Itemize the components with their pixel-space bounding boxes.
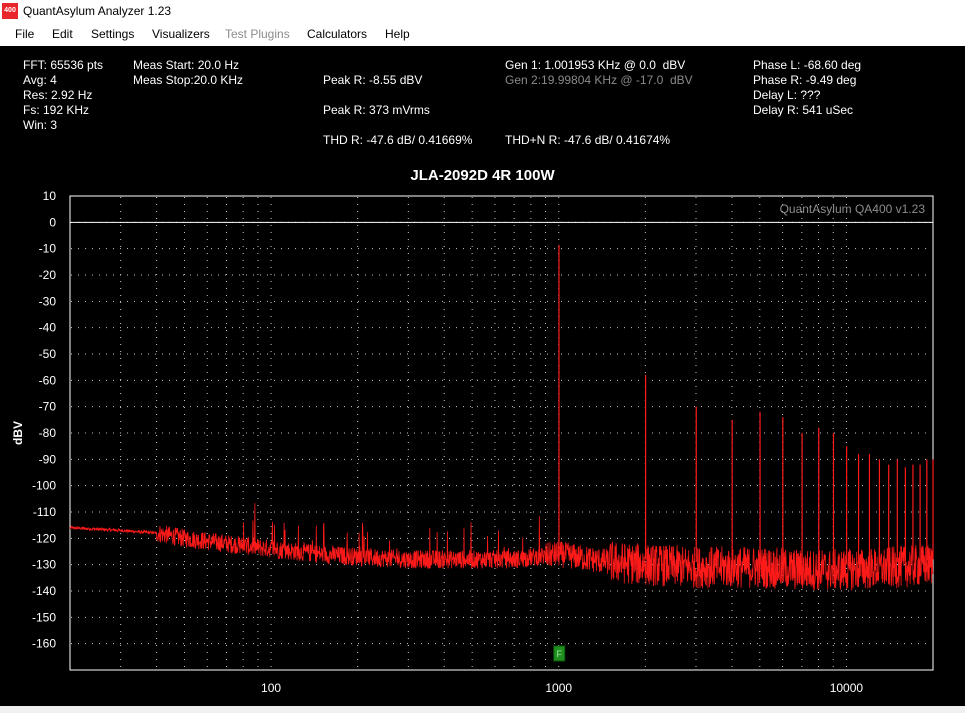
y-tick-label: -140 [32, 584, 56, 598]
app-icon: 400 [2, 3, 18, 19]
y-tick-label: -100 [32, 479, 56, 493]
menu-settings[interactable]: Settings [91, 27, 135, 41]
y-tick-label: 10 [43, 189, 57, 203]
y-tick-label: -80 [39, 426, 57, 440]
y-tick-label: 0 [49, 215, 56, 229]
thd-r-readout: THD R: -47.6 dB/ 0.41669% [323, 133, 473, 147]
y-tick-label: -50 [39, 347, 57, 361]
thdn-r-readout: THD+N R: -47.6 dB/ 0.41674% [505, 133, 671, 147]
meas-stop-readout: Meas Stop:20.0 KHz [133, 73, 244, 87]
gen2-readout: Gen 2:19.99804 KHz @ -17.0 dBV [505, 73, 693, 87]
x-tick-label: 10000 [830, 681, 864, 695]
win-readout: Win: 3 [23, 118, 58, 132]
fft-readout: FFT: 65536 pts [23, 58, 104, 72]
menu-bar: File Edit Settings Visualizers Test Plug… [0, 23, 965, 46]
title-bar: 400 QuantAsylum Analyzer 1.23 [0, 0, 965, 23]
x-tick-label: 1000 [545, 681, 572, 695]
y-tick-label: -70 [39, 400, 57, 414]
y-axis-label: dBV [11, 421, 25, 445]
peak-r-dbv-readout: Peak R: -8.55 dBV [323, 73, 423, 87]
watermark: QuantAsylum QA400 v1.23 [780, 202, 926, 216]
y-tick-labels: 10 0 -10 -20 -30 -40 -50 -60 -70 -80 -90 -100 -110 -1… [32, 189, 56, 651]
y-tick-label: -120 [32, 531, 56, 545]
x-tick-labels: 100 1000 10000 [261, 681, 863, 695]
avg-readout: Avg: 4 [23, 73, 57, 87]
spectrum-trace [69, 244, 934, 591]
marker-label: F [556, 649, 562, 659]
y-tick-label: -30 [39, 294, 57, 308]
phase-l-readout: Phase L: -68.60 deg [753, 58, 862, 72]
y-tick-label: -150 [32, 610, 56, 624]
phase-r-readout: Phase R: -9.49 deg [753, 73, 857, 87]
y-tick-label: -20 [39, 268, 57, 282]
menu-visualizers[interactable]: Visualizers [152, 27, 210, 41]
meas-start-readout: Meas Start: 20.0 Hz [133, 58, 240, 72]
y-tick-label: -60 [39, 373, 57, 387]
res-readout: Res: 2.92 Hz [23, 88, 93, 102]
menu-test-plugins: Test Plugins [225, 27, 290, 41]
y-tick-label: -110 [33, 505, 56, 519]
status-strip [0, 706, 965, 713]
menu-edit[interactable]: Edit [52, 27, 73, 41]
delay-l-readout: Delay L: ??? [753, 88, 821, 102]
frequency-marker: F [553, 645, 566, 662]
peak-r-mv-readout: Peak R: 373 mVrms [323, 103, 430, 117]
y-tick-label: -160 [32, 637, 56, 651]
marker-flag [553, 645, 566, 662]
plot-frame [69, 195, 934, 671]
y-tick-label: -130 [32, 558, 56, 572]
fs-readout: Fs: 192 KHz [23, 103, 90, 117]
window-title: QuantAsylum Analyzer 1.23 [23, 4, 172, 18]
grid [71, 197, 932, 669]
menu-help[interactable]: Help [385, 27, 410, 41]
noise-floor-line [69, 503, 934, 591]
gen1-readout: Gen 1: 1.001953 KHz @ 0.0 dBV [505, 58, 686, 72]
y-tick-label: -40 [39, 321, 57, 335]
y-tick-label: -90 [39, 452, 57, 466]
menu-calculators[interactable]: Calculators [307, 27, 368, 41]
menu-file[interactable]: File [15, 27, 35, 41]
delay-r-readout: Delay R: 541 uSec [753, 103, 854, 117]
chart-title: JLA-2092D 4R 100W [410, 167, 555, 184]
y-tick-label: -10 [39, 242, 57, 256]
x-tick-label: 100 [261, 681, 281, 695]
